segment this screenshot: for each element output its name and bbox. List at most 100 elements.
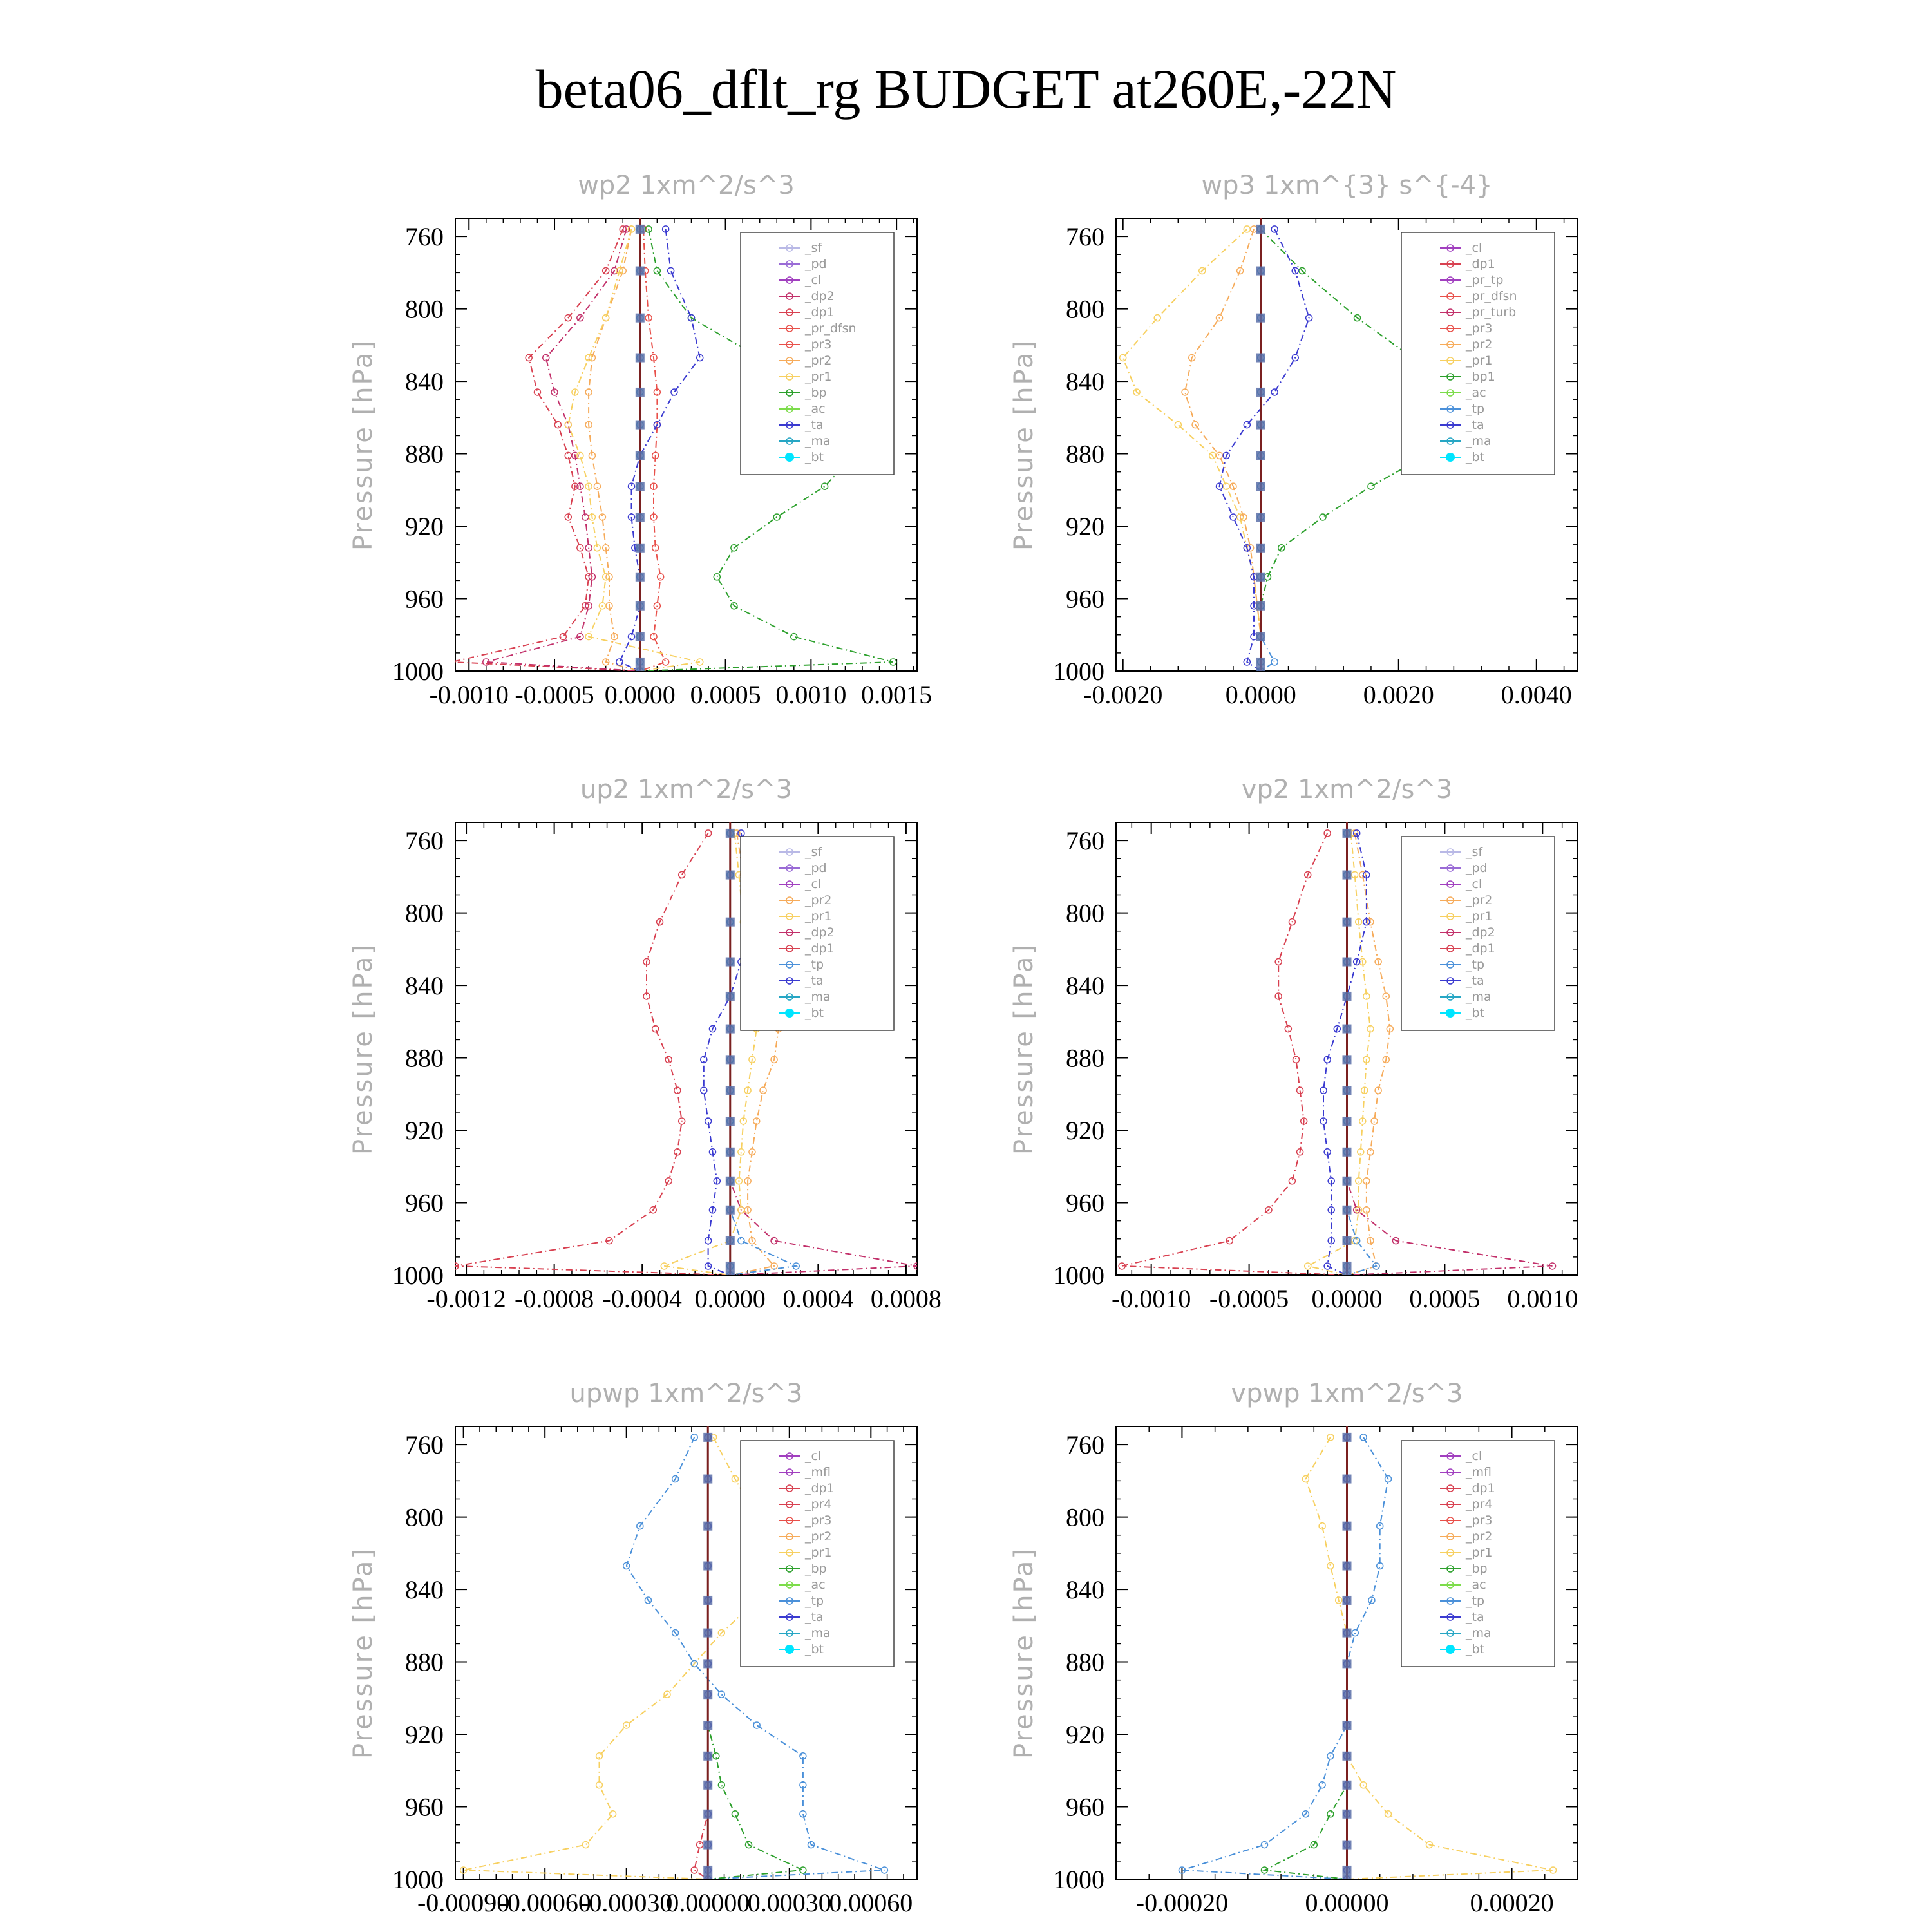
legend-marker [1446,1629,1454,1637]
legend-label: _cl [1465,1449,1482,1463]
y-tick-label: 880 [1066,440,1104,469]
y-tick-label: 960 [405,1793,444,1822]
data-point_ta [1320,1117,1327,1125]
legend-label: _pr4 [804,1497,831,1511]
legend-label: _ac [1465,386,1486,400]
panel-title: vp2 1xm^2/s^3 [1242,775,1453,804]
legend-label: _cl [804,273,821,287]
zero-marker [635,657,645,667]
data-point_pr1 [598,602,607,610]
x-tick-label: 0.00060 [829,1888,913,1917]
data-point_pr3 [656,573,665,581]
legend-label: _ta [1465,418,1484,432]
data-point_pr4 [690,1866,698,1874]
data-point_bp [653,267,661,275]
data-point_pr3 [650,354,658,362]
data-point_pr2 [1374,1086,1382,1094]
x-tick-label: 0.0040 [1501,680,1572,709]
data-point_bp [730,544,738,552]
data-point_pr2 [759,1086,767,1094]
data-point_dp1 [554,421,562,429]
zero-marker [635,451,645,460]
data-point_tp [1376,1522,1384,1530]
data-point_pr1 [571,388,579,396]
legend-marker [786,373,793,381]
legend-marker [785,453,794,462]
legend-label: _pr2 [1465,337,1492,352]
zero-marker [1342,1865,1352,1875]
data-point_dp1 [1323,829,1331,837]
data-point_tp [737,1236,745,1245]
data-point_tp [1178,1866,1186,1874]
data-point_ta [700,1086,708,1094]
x-tick-label: -0.0010 [1112,1284,1191,1313]
data-point_tp [799,1781,807,1789]
data-point_pr1 [696,658,704,666]
legend-label: _pr_dfsn [804,321,857,336]
y-tick-label: 920 [405,1116,444,1145]
legend-marker [786,1484,793,1492]
legend-label: _pr1 [1465,909,1492,923]
y-tick-label: 1000 [392,1865,444,1894]
data-point_pr1 [1354,918,1363,926]
data-point_pr2 [601,658,610,666]
series-group [1118,822,1557,1275]
data-point_dp1 [1296,1086,1304,1094]
data-point_bp [790,632,798,641]
zero-marker [725,1236,735,1245]
legend-marker [786,1581,793,1589]
data-point_dp2 [585,602,592,610]
legend-label: _pr4 [1465,1497,1492,1511]
zero-marker [1342,1840,1352,1850]
data-point_bp [773,513,781,521]
zero-marker [1342,1432,1352,1442]
zero-marker [635,266,645,276]
x-tick-label: 0.0000 [605,680,676,709]
legend-box [740,836,895,1031]
legend-marker [786,421,793,429]
data-point_pr1 [1367,1025,1374,1033]
data-point_pr1 [1303,1262,1312,1270]
legend-marker [786,864,793,872]
data-point_tp [1318,1781,1326,1789]
series-line_pr1 [1305,833,1372,1275]
data-point_dp1 [1118,1262,1126,1270]
series-line_tp [1182,1437,1389,1879]
y-tick-label: 920 [405,512,444,541]
data-point_pr2 [1370,1117,1378,1125]
data-point_dp2 [1548,1262,1557,1270]
legend-label: _pr_tp [1465,273,1503,287]
data-point_pr1 [1327,1562,1334,1570]
legend-label: _bp [804,386,827,400]
data-point_dp1 [564,314,573,322]
data-point_dp1 [677,871,686,879]
zero-marker [1256,224,1265,234]
data-point_pr2 [585,421,592,429]
zero-marker [1256,482,1265,491]
data-point_pr4 [696,1841,704,1849]
data-point_pr2 [1382,1056,1390,1064]
y-tick-label: 840 [405,367,444,396]
data-point_pr1 [609,1810,617,1818]
data-point_pr2 [598,513,607,521]
data-point_dp1 [651,1025,659,1033]
data-point_pr2 [1367,1148,1374,1156]
data-point_pr1 [1350,1236,1359,1245]
data-point_dp1 [455,1262,459,1270]
legend-box [1401,232,1555,475]
x-tick-label: -0.0005 [515,680,594,709]
y-tick-label: 920 [405,1720,444,1749]
plot-frame [455,822,918,1276]
data-point_pr1 [601,573,610,581]
legend-label: _dp2 [804,289,835,303]
data-point_ta [616,658,623,666]
panel-title: wp2 1xm^2/s^3 [578,171,795,200]
data-point_pr1 [739,1117,748,1125]
data-point_tp [880,1866,889,1874]
legend-label: _ma [1465,990,1492,1004]
data-point_ta [670,388,678,396]
zero-marker [635,420,645,430]
data-point_pr1 [1243,225,1251,233]
data-point_ta [661,225,670,233]
y-tick-label: 840 [1066,1575,1104,1604]
